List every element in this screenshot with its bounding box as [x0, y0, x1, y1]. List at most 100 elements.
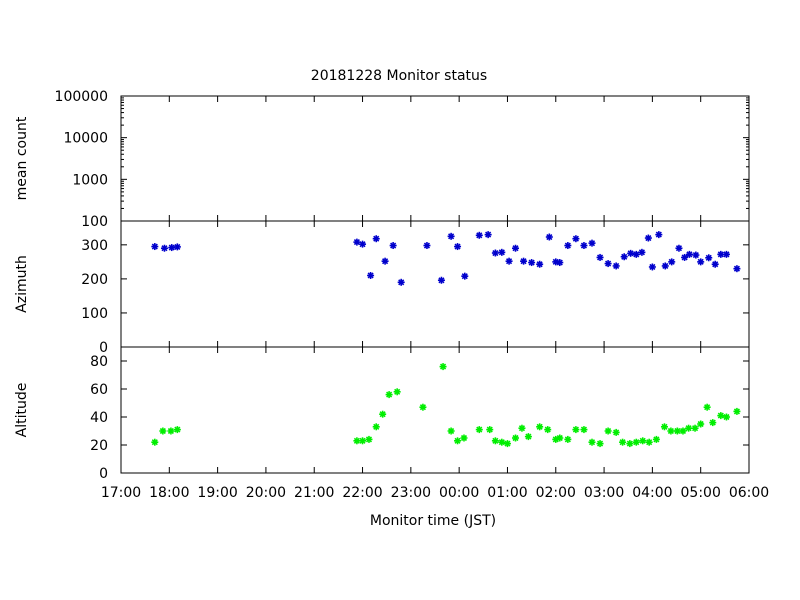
x-tick-label: 01:00 [487, 485, 527, 501]
data-point [454, 437, 462, 445]
data-point [545, 233, 553, 241]
data-point [660, 423, 668, 431]
x-tick-label: 00:00 [439, 485, 479, 501]
data-point [461, 272, 469, 280]
data-point [544, 426, 552, 434]
x-tick-label: 06:00 [729, 485, 769, 501]
data-point [379, 410, 387, 418]
y-tick-label: 200 [81, 272, 108, 288]
data-point [722, 250, 730, 258]
data-point [372, 235, 380, 243]
panel-3-frame [120, 346, 750, 474]
data-point [711, 260, 719, 268]
data-point [655, 231, 663, 239]
data-point [644, 234, 652, 242]
x-tick-label: 04:00 [632, 485, 672, 501]
data-point [359, 240, 367, 248]
data-point [692, 251, 700, 259]
data-point [697, 420, 705, 428]
data-point [639, 437, 647, 445]
data-point [372, 423, 380, 431]
y-tick-label: 40 [90, 410, 108, 426]
data-point [353, 437, 361, 445]
data-point [518, 424, 526, 432]
data-point [498, 438, 506, 446]
data-point [389, 242, 397, 250]
data-point [367, 271, 375, 279]
x-axis-label: Monitor time (JST) [370, 513, 496, 529]
data-point [151, 243, 159, 251]
x-tick-label: 23:00 [391, 485, 431, 501]
data-point [668, 258, 676, 266]
data-point [627, 249, 635, 257]
chart-title: 20181228 Monitor status [311, 68, 487, 84]
data-point [667, 427, 675, 435]
data-point [447, 232, 455, 240]
data-point [381, 257, 389, 265]
data-point [536, 423, 544, 431]
data-point [173, 426, 181, 434]
data-point [397, 278, 405, 286]
data-point [604, 260, 612, 268]
x-tick-label: 21:00 [294, 485, 334, 501]
data-point [697, 258, 705, 266]
data-point [505, 257, 513, 265]
data-point [491, 249, 499, 257]
data-point [691, 424, 699, 432]
data-point [705, 254, 713, 262]
data-point [685, 250, 693, 258]
data-point [536, 260, 544, 268]
data-point [423, 242, 431, 250]
x-tick-label: 02:00 [536, 485, 576, 501]
y-tick-label: 0 [99, 466, 108, 482]
data-point [733, 265, 741, 273]
y-axis-label-2: Azimuth [14, 255, 30, 313]
data-point [475, 426, 483, 434]
data-point [512, 244, 520, 252]
data-point [564, 242, 572, 250]
x-tick-label: 05:00 [681, 485, 721, 501]
data-point [612, 262, 620, 270]
x-tick-label: 18:00 [149, 485, 189, 501]
y-tick-label: 80 [90, 354, 108, 370]
data-point [365, 435, 373, 443]
data-point [491, 437, 499, 445]
y-tick-label: 10000 [63, 131, 108, 147]
data-point [626, 440, 634, 448]
data-point [620, 253, 628, 261]
data-point [580, 242, 588, 250]
data-point [596, 253, 604, 261]
data-point [604, 427, 612, 435]
data-point [675, 244, 683, 252]
data-point [512, 434, 520, 442]
data-point [520, 257, 528, 265]
x-tick-label: 17:00 [101, 485, 141, 501]
data-point [475, 231, 483, 239]
data-point [151, 438, 159, 446]
data-point [632, 438, 640, 446]
data-point [717, 250, 725, 258]
data-point [359, 437, 367, 445]
data-point [160, 244, 168, 252]
data-point [385, 391, 393, 399]
y-axis-label-1: mean count [14, 116, 30, 200]
data-point [679, 427, 687, 435]
y-tick-label: 60 [90, 382, 108, 398]
data-point [733, 407, 741, 415]
data-point [588, 239, 596, 247]
y-tick-label: 100 [81, 214, 108, 230]
data-point [612, 428, 620, 436]
data-point [661, 262, 669, 270]
data-point [638, 248, 646, 256]
y-tick-label: 100000 [55, 89, 108, 105]
data-point [572, 235, 580, 243]
data-point [460, 434, 468, 442]
data-point [498, 248, 506, 256]
y-tick-label: 0 [99, 340, 108, 356]
data-point [393, 388, 401, 396]
data-point [652, 435, 660, 443]
data-point [717, 412, 725, 420]
data-point [703, 403, 711, 411]
data-point [524, 433, 532, 441]
y-axis-label-3: Altitude [14, 383, 30, 438]
